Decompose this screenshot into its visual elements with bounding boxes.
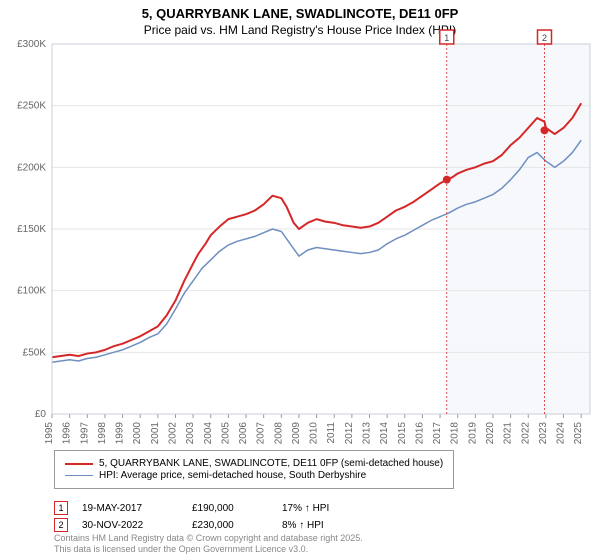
svg-text:£200K: £200K [17,162,46,173]
svg-text:2: 2 [542,33,547,43]
svg-text:2004: 2004 [203,422,214,445]
sale-marker-number: 2 [54,518,68,532]
footer-credits: Contains HM Land Registry data © Crown c… [54,533,363,556]
svg-text:2006: 2006 [238,422,249,445]
svg-text:2025: 2025 [573,422,584,445]
sale-price: £230,000 [192,520,282,531]
svg-text:2016: 2016 [414,422,425,445]
sale-pct: 8% ↑ HPI [282,520,372,531]
svg-text:2017: 2017 [432,422,443,445]
sale-date: 30-NOV-2022 [82,520,192,531]
legend: 5, QUARRYBANK LANE, SWADLINCOTE, DE11 0F… [54,450,454,489]
svg-text:2015: 2015 [397,422,408,445]
svg-text:2013: 2013 [362,422,373,445]
svg-text:2007: 2007 [256,422,267,445]
svg-text:2022: 2022 [520,422,531,445]
footer-line-2: This data is licensed under the Open Gov… [54,544,363,556]
svg-text:2003: 2003 [185,422,196,445]
svg-text:2010: 2010 [309,422,320,445]
legend-label: HPI: Average price, semi-detached house,… [99,470,366,481]
svg-text:2005: 2005 [220,422,231,445]
legend-swatch [65,463,93,465]
svg-text:2018: 2018 [450,422,461,445]
sale-pct: 17% ↑ HPI [282,503,372,514]
svg-text:2002: 2002 [167,422,178,445]
svg-text:1996: 1996 [62,422,73,445]
svg-text:£0: £0 [35,409,47,420]
svg-text:2014: 2014 [379,422,390,445]
sale-row: 2 30-NOV-2022£230,0008% ↑ HPI [54,518,372,532]
svg-text:1: 1 [444,33,449,43]
svg-text:£100K: £100K [17,286,46,297]
svg-text:2008: 2008 [273,422,284,445]
svg-text:2012: 2012 [344,422,355,445]
line-chart: £0 £50K £100K £150K £200K £250K £300K 1995 1996 1… [0,0,600,450]
svg-text:£250K: £250K [17,101,46,112]
svg-text:2000: 2000 [132,422,143,445]
legend-item: 5, QUARRYBANK LANE, SWADLINCOTE, DE11 0F… [65,458,443,469]
svg-text:2020: 2020 [485,422,496,445]
svg-text:2024: 2024 [556,422,567,445]
svg-text:1997: 1997 [79,422,90,445]
legend-item: HPI: Average price, semi-detached house,… [65,470,443,481]
svg-text:1999: 1999 [115,422,126,445]
svg-text:2023: 2023 [538,422,549,445]
legend-label: 5, QUARRYBANK LANE, SWADLINCOTE, DE11 0F… [99,458,443,469]
svg-text:2009: 2009 [291,422,302,445]
footer-line-1: Contains HM Land Registry data © Crown c… [54,533,363,545]
sale-marker-table: 1 19-MAY-2017£190,00017% ↑ HPI 2 30-NOV-202… [54,498,372,535]
legend-swatch [65,475,93,477]
sale-price: £190,000 [192,503,282,514]
svg-text:2021: 2021 [503,422,514,445]
svg-text:£150K: £150K [17,224,46,235]
svg-text:£50K: £50K [23,347,47,358]
sale-date: 19-MAY-2017 [82,503,192,514]
svg-text:£300K: £300K [17,39,46,50]
svg-text:1998: 1998 [97,422,108,445]
svg-text:2001: 2001 [150,422,161,445]
svg-text:2019: 2019 [467,422,478,445]
svg-text:1995: 1995 [44,422,55,445]
sale-marker-number: 1 [54,501,68,515]
svg-text:2011: 2011 [326,422,337,444]
sale-row: 1 19-MAY-2017£190,00017% ↑ HPI [54,501,372,515]
chart-container: 5, QUARRYBANK LANE, SWADLINCOTE, DE11 0F… [0,0,600,560]
